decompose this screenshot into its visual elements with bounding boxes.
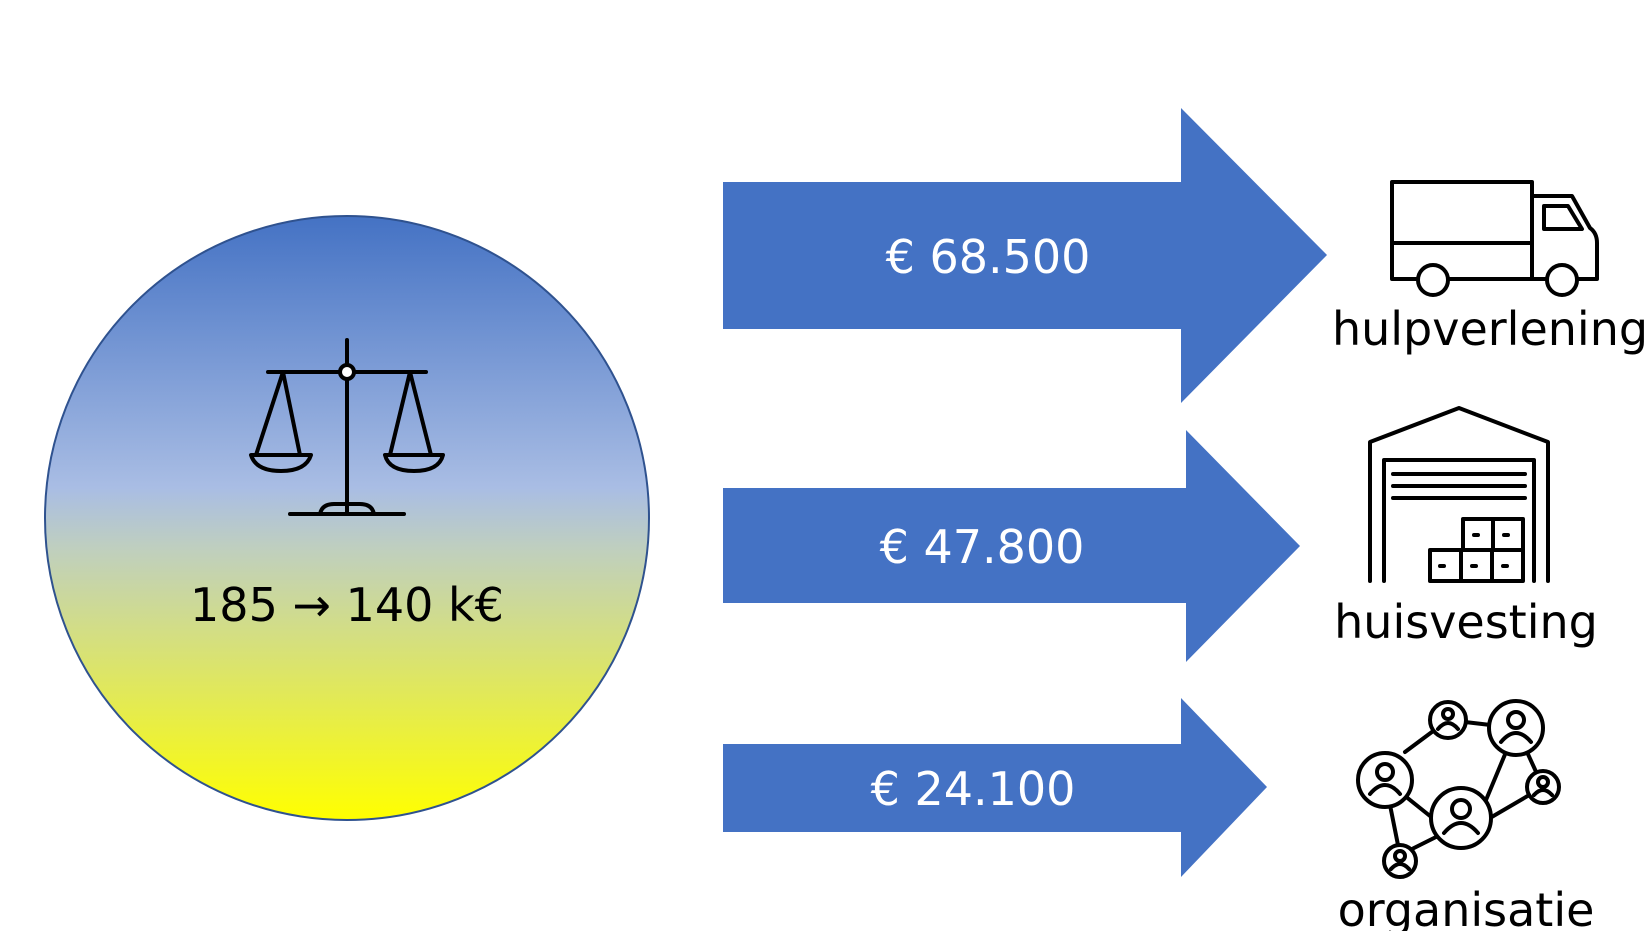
budget-label: 185 → 140 k€ bbox=[190, 578, 504, 632]
budget-circle-group: 185 → 140 k€ bbox=[44, 215, 650, 821]
arrow-shape bbox=[723, 698, 1267, 877]
arrow-shape bbox=[723, 108, 1327, 403]
scales-icon bbox=[249, 338, 445, 516]
allocation-arrow-2: € 47.800 bbox=[723, 430, 1300, 662]
category-label-1: hulpverlening bbox=[1332, 302, 1648, 356]
person-node bbox=[1356, 751, 1414, 809]
person-node bbox=[1382, 843, 1418, 879]
allocation-arrow-3: € 24.100 bbox=[723, 698, 1267, 877]
person-node bbox=[1428, 700, 1468, 740]
category-label-2: huisvesting bbox=[1334, 595, 1598, 649]
allocation-arrow-1: € 68.500 bbox=[723, 108, 1327, 403]
person-node bbox=[1429, 786, 1493, 850]
warehouse-icon bbox=[1368, 406, 1550, 583]
person-node bbox=[1487, 699, 1545, 757]
arrow-amount: € 47.800 bbox=[880, 520, 1085, 574]
truck-icon bbox=[1390, 180, 1599, 297]
category-label-3: organisatie bbox=[1338, 883, 1595, 931]
arrow-amount: € 68.500 bbox=[886, 230, 1091, 284]
budget-circle bbox=[44, 215, 650, 821]
person-node bbox=[1525, 769, 1561, 805]
arrow-amount: € 24.100 bbox=[871, 762, 1076, 816]
network-people-icon bbox=[1356, 699, 1561, 879]
arrow-shape bbox=[723, 430, 1300, 662]
